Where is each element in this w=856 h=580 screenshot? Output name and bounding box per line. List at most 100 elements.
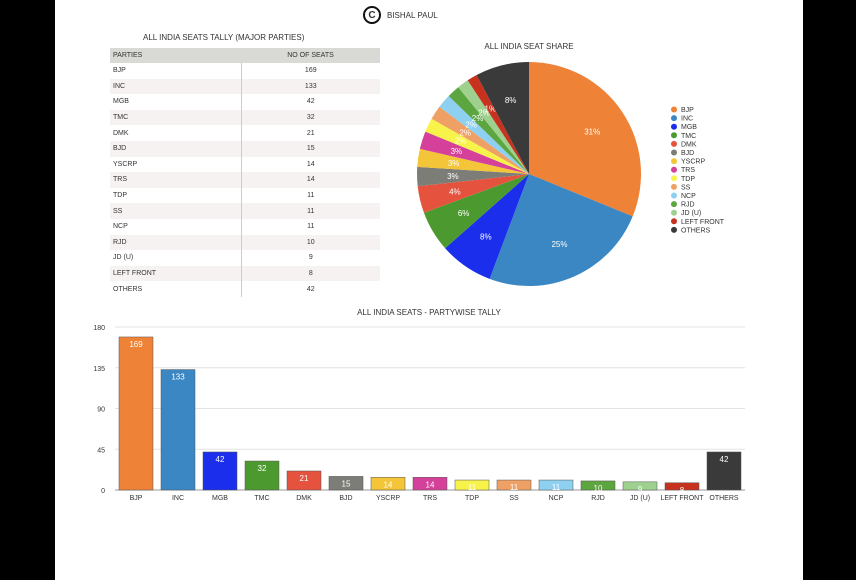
x-tick-label: BJP (130, 495, 143, 502)
pie-slice (445, 174, 529, 279)
bar-data-label: 11 (468, 483, 477, 492)
seats-cell: 133 (240, 78, 380, 95)
pie-data-label: 8% (480, 233, 492, 242)
x-tick-label: INC (172, 495, 184, 502)
legend-marker (671, 218, 677, 225)
pie-chart: ALL INDIA SEAT SHARE 31% BJP 25% INC 8% MGB 6%… (417, 42, 725, 287)
seats-cell: 11 (240, 203, 380, 219)
copyright-icon: C (363, 6, 381, 24)
bar-data-label: 11 (510, 483, 519, 492)
table-title: ALL INDIA SEATS TALLY (MAJOR PARTIES) (143, 33, 305, 42)
legend-marker (671, 226, 677, 233)
party-cell: TDP (113, 192, 127, 200)
legend-label: TRS (681, 167, 695, 174)
legend-label: BJP (681, 107, 694, 114)
party-cell: SS (110, 203, 242, 219)
pie-data-label: 25% (551, 240, 567, 249)
bar (244, 460, 280, 491)
table-row: BJP 169 (110, 63, 380, 79)
seats-cell: 15 (240, 140, 380, 157)
x-tick-label: BJD (339, 495, 352, 502)
legend-marker (671, 123, 677, 130)
bar (538, 479, 574, 491)
x-tick-label: TMC (254, 495, 269, 502)
legend-label: MGB (681, 124, 697, 131)
y-tick-label: 0 (101, 488, 105, 495)
seats-cell: 14 (240, 172, 380, 188)
legend-marker (671, 201, 677, 208)
credit: C BISHAL PAUL (363, 6, 438, 24)
pie-slice (476, 62, 529, 174)
party-cell: RJD (110, 234, 242, 251)
pie-slice (467, 75, 529, 174)
y-tick-label: 180 (93, 325, 105, 332)
table-row: DMK 21 (110, 125, 380, 141)
pie-slice (419, 131, 529, 174)
pie-data-label: 1% (485, 104, 497, 113)
pie-slice (417, 166, 529, 187)
pie-slice (448, 87, 529, 174)
bar-data-label: 21 (300, 474, 309, 483)
legend-label: SS (681, 184, 691, 191)
bar-data-label: 169 (129, 340, 143, 349)
party-cell: LEFT FRONT (110, 265, 242, 282)
pie-slice (439, 95, 529, 174)
pie-data-label: 2% (455, 137, 467, 146)
party-cell: JD (U) (113, 254, 134, 262)
pie-data-label: 6% (458, 209, 470, 218)
bar (664, 482, 700, 491)
x-tick-label: TRS (423, 495, 437, 502)
table-row: BJD 15 (110, 140, 380, 157)
pie-data-label: 2% (459, 128, 471, 137)
legend-label: LEFT FRONT (681, 219, 725, 226)
pie-slice (425, 118, 529, 174)
x-tick-label: TDP (465, 495, 479, 502)
header-parties: PARTIES (110, 48, 242, 63)
bar-data-label: 14 (426, 480, 435, 489)
table-row: NCP 11 (110, 218, 380, 235)
seats-cell: 14 (240, 156, 380, 173)
x-tick-label: YSCRP (376, 495, 400, 502)
table-row: JD (U) 9 (110, 250, 380, 266)
pie-title: ALL INDIA SEAT SHARE (484, 42, 573, 51)
table-row: TMC 32 (110, 109, 380, 126)
legend-label: BJD (681, 150, 694, 157)
seats-cell: 169 (240, 63, 380, 79)
legend-marker (671, 115, 677, 122)
bar (202, 451, 238, 491)
bar-data-label: 10 (594, 484, 603, 493)
legend-label: DMK (681, 141, 697, 148)
party-cell: NCP (113, 223, 128, 231)
x-tick-label: SS (509, 495, 519, 502)
legend-label: YSCRP (681, 159, 705, 166)
x-tick-label: OTHERS (709, 495, 739, 502)
legend-label: INC (681, 116, 693, 123)
legend-marker (671, 106, 677, 113)
seats-cell: 11 (240, 187, 380, 204)
pie-slice (417, 148, 529, 174)
pie-data-label: 3% (448, 159, 460, 168)
legend-label: RJD (681, 202, 695, 209)
party-cell: TMC (110, 109, 242, 126)
bar-title: ALL INDIA SEATS - PARTYWISE TALLY (357, 308, 501, 317)
party-cell: DMK (113, 129, 129, 137)
page: C BISHAL PAUL ALL INDIA SEATS TALLY (MAJ… (55, 0, 803, 580)
pie-slice (431, 106, 529, 174)
seats-cell: 9 (240, 250, 380, 266)
pie-slice (529, 62, 641, 217)
pie-data-label: 2% (478, 109, 490, 118)
legend-label: OTHERS (681, 227, 711, 234)
table-row: RJD 10 (110, 234, 380, 251)
bar-data-label: 14 (384, 480, 393, 489)
y-tick-label: 90 (97, 407, 105, 414)
pie-data-label: 31% (584, 128, 600, 137)
seats-cell: 8 (240, 265, 380, 282)
pie-data-label: 2% (472, 114, 484, 123)
x-tick-label: JD (U) (630, 495, 650, 502)
table-row: MGB 42 (110, 94, 380, 110)
legend-marker (671, 192, 677, 199)
legend-label: JD (U) (681, 210, 701, 217)
pie-slice (417, 174, 529, 213)
bar (160, 369, 196, 491)
y-tick-label: 135 (93, 366, 105, 373)
